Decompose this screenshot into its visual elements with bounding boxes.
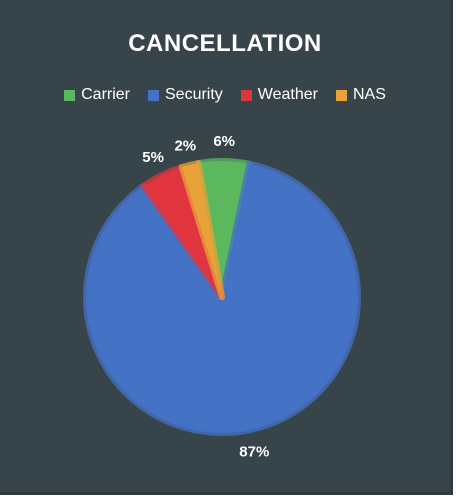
data-label-nas: 2% (174, 137, 196, 154)
legend-swatch-carrier (64, 89, 76, 101)
pie-chart: 6% 87% 5% 2% (83, 133, 361, 461)
legend-item-carrier: Carrier (64, 86, 130, 104)
chart-title: CANCELLATION (128, 30, 322, 57)
pie-labels: 6% 87% 5% 2% (142, 133, 269, 461)
pie-slices (83, 158, 361, 436)
legend-swatch-weather (240, 89, 252, 101)
legend-label-security: Security (165, 86, 223, 103)
legend-item-nas: NAS (335, 86, 386, 104)
data-label-security: 87% (239, 444, 269, 461)
data-label-carrier: 6% (213, 133, 235, 150)
legend-item-weather: Weather (240, 86, 318, 104)
legend-label-weather: Weather (257, 86, 318, 103)
legend-swatch-nas (335, 89, 347, 101)
legend-label-nas: NAS (352, 86, 386, 103)
legend-swatch-security (148, 89, 159, 101)
legend-item-security: Security (148, 86, 223, 104)
chart-legend: Carrier Security Weather NAS (0, 86, 450, 104)
legend-label-carrier: Carrier (81, 86, 130, 103)
pie-slice-nas (178, 160, 225, 300)
data-label-weather: 5% (142, 149, 164, 166)
